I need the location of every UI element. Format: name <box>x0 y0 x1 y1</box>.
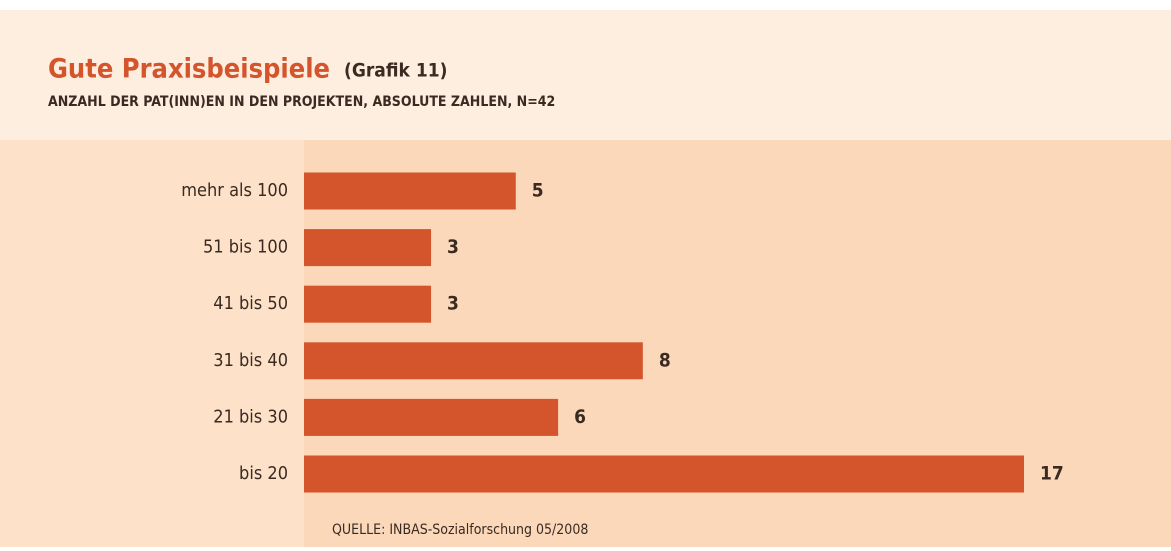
value-label: 8 <box>659 349 671 371</box>
bar <box>304 172 516 210</box>
y-tick-label: 41 bis 50 <box>213 293 288 314</box>
value-label: 17 <box>1040 463 1064 485</box>
bar <box>304 229 432 267</box>
y-tick-label: 21 bis 30 <box>213 406 288 427</box>
source: QUELLE: INBAS-Sozialforschung 05/2008 <box>332 522 588 538</box>
value-label: 3 <box>447 293 459 315</box>
label-band <box>0 140 304 547</box>
subtitle: ANZAHL DER PAT(INN)EN IN DEN PROJEKTEN, … <box>48 94 555 110</box>
y-tick-label: 31 bis 40 <box>213 350 288 371</box>
y-tick-label: 51 bis 100 <box>203 237 288 258</box>
chart-title: Gute Praxisbeispiele <box>48 54 330 85</box>
bar <box>304 285 432 323</box>
y-tick-label: bis 20 <box>239 463 288 484</box>
value-label: 3 <box>447 236 459 258</box>
header-band <box>0 10 1171 140</box>
bar <box>304 455 1024 493</box>
bar <box>304 342 643 380</box>
title-note: (Grafik 11) <box>344 60 447 82</box>
y-tick-label: mehr als 100 <box>181 180 288 201</box>
bar <box>304 398 559 436</box>
value-label: 5 <box>532 180 544 202</box>
value-label: 6 <box>574 406 586 428</box>
